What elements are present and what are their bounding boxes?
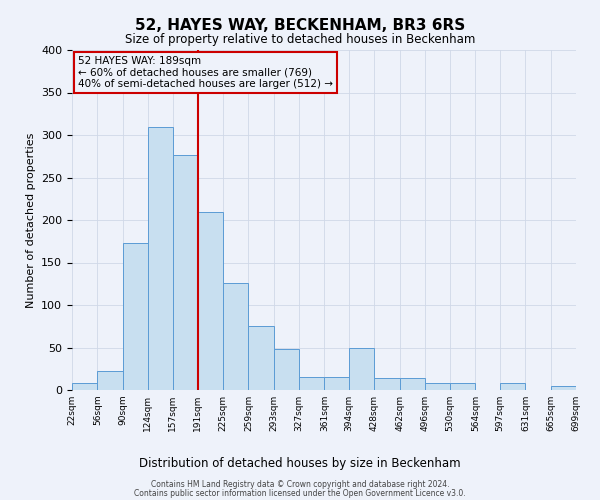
Text: Distribution of detached houses by size in Beckenham: Distribution of detached houses by size … [139, 458, 461, 470]
Bar [122, 243, 148, 390]
Bar [148, 126, 173, 390]
Text: 52 HAYES WAY: 189sqm
← 60% of detached houses are smaller (769)
40% of semi-deta: 52 HAYES WAY: 189sqm ← 60% of detached h… [78, 56, 333, 89]
Bar [325, 377, 349, 390]
Bar [248, 326, 274, 390]
Bar [349, 348, 374, 390]
Bar [72, 383, 97, 390]
Bar [400, 378, 425, 390]
Y-axis label: Number of detached properties: Number of detached properties [26, 132, 35, 308]
Bar [198, 212, 223, 390]
Bar [374, 378, 400, 390]
Bar [274, 349, 299, 390]
Bar [299, 377, 325, 390]
Text: Contains HM Land Registry data © Crown copyright and database right 2024.: Contains HM Land Registry data © Crown c… [151, 480, 449, 489]
Bar [223, 283, 248, 390]
Text: Contains public sector information licensed under the Open Government Licence v3: Contains public sector information licen… [134, 488, 466, 498]
Text: 52, HAYES WAY, BECKENHAM, BR3 6RS: 52, HAYES WAY, BECKENHAM, BR3 6RS [135, 18, 465, 32]
Bar [425, 383, 450, 390]
Bar [97, 372, 122, 390]
Bar [500, 383, 526, 390]
Bar [450, 383, 475, 390]
Bar [173, 154, 198, 390]
Bar [551, 386, 576, 390]
Text: Size of property relative to detached houses in Beckenham: Size of property relative to detached ho… [125, 32, 475, 46]
